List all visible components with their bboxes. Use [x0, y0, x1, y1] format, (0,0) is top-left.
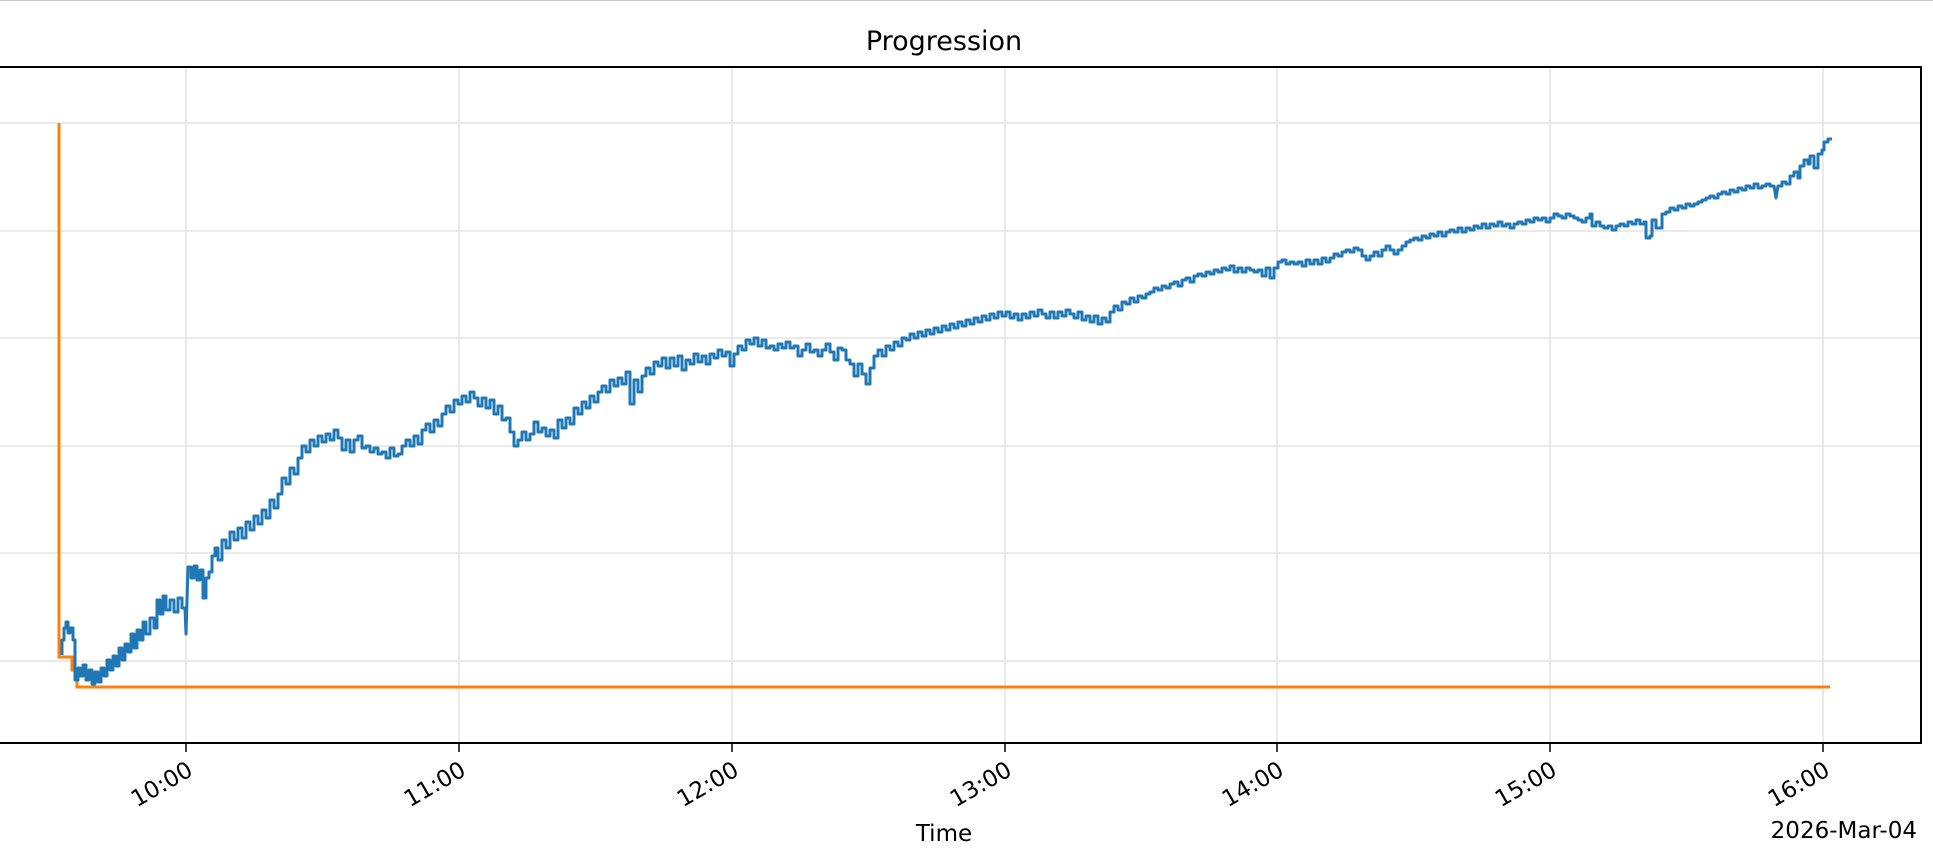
chart-title: Progression	[865, 26, 1023, 57]
top-border-line	[0, 0, 1933, 1]
plot-frame	[0, 66, 1922, 744]
x-axis-ticks	[185, 743, 1824, 752]
x-axis-label: Time	[915, 821, 973, 847]
series-blue-line	[60, 137, 1832, 686]
date-offset-label: 2026-Mar-04	[1770, 818, 1917, 844]
gridlines	[0, 67, 1921, 743]
series-orange-line	[57, 123, 1830, 689]
